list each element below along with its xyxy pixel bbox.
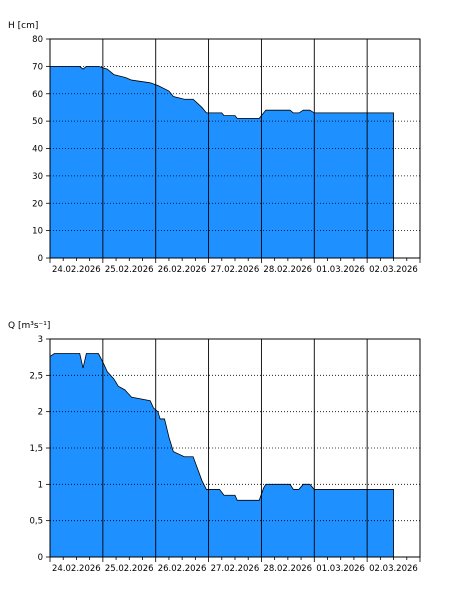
y-tick-label: 0 [38,553,43,563]
y-tick-label: 2,5 [29,371,43,381]
y-tick-label: 40 [32,145,43,155]
x-tick-label: 02.03.2026 [369,564,418,574]
x-tick-label: 28.02.2026 [263,265,312,275]
x-tick-label: 01.03.2026 [316,265,365,275]
y-tick-label: 50 [32,117,43,127]
y-tick-label: 10 [32,227,43,237]
y-tick-label: 60 [32,90,43,100]
y-tick-label: 20 [32,199,43,209]
x-tick-label: 02.03.2026 [369,265,418,275]
x-tick-label: 27.02.2026 [211,564,260,574]
x-tick-label: 27.02.2026 [211,265,260,275]
chart-2: Q [m³s⁻¹] 0 0,5 1 1,5 2 2,5 3 24.02.2026 25.02.20… [8,321,421,574]
x-tick-label: 24.02.2026 [52,564,101,574]
y-tick-label: 0 [38,254,43,264]
x-tick-label: 25.02.2026 [105,564,154,574]
x-tick-label: 01.03.2026 [316,564,365,574]
series-line [49,353,394,557]
series-line [50,65,394,258]
x-tick-label: 25.02.2026 [105,265,154,275]
y-tick-label: 0,5 [29,517,43,527]
chart-1: H [cm] 0 10 20 30 40 50 60 70 80 24.02.2026 25.02.2… [8,21,421,275]
x-tick-label: 28.02.2026 [263,564,312,574]
x-tick-label: 26.02.2026 [158,564,207,574]
x-tick-label: 24.02.2026 [52,265,101,275]
plot-frame [49,38,421,259]
x-tick-label: 26.02.2026 [158,265,207,275]
series-area-fill [50,66,394,258]
y-axis-label: Q [m³s⁻¹] [8,321,50,331]
y-tick-label: 70 [32,62,43,72]
y-tick-label: 2 [38,408,43,418]
y-tick-label: 1,5 [29,444,43,454]
y-axis-label: H [cm] [8,21,38,31]
plot-frame [49,338,421,558]
y-tick-label: 3 [38,335,43,345]
y-tick-label: 30 [32,172,43,182]
y-tick-label: 80 [32,35,43,45]
y-tick-label: 1 [38,480,43,490]
series-area-fill [50,353,394,557]
